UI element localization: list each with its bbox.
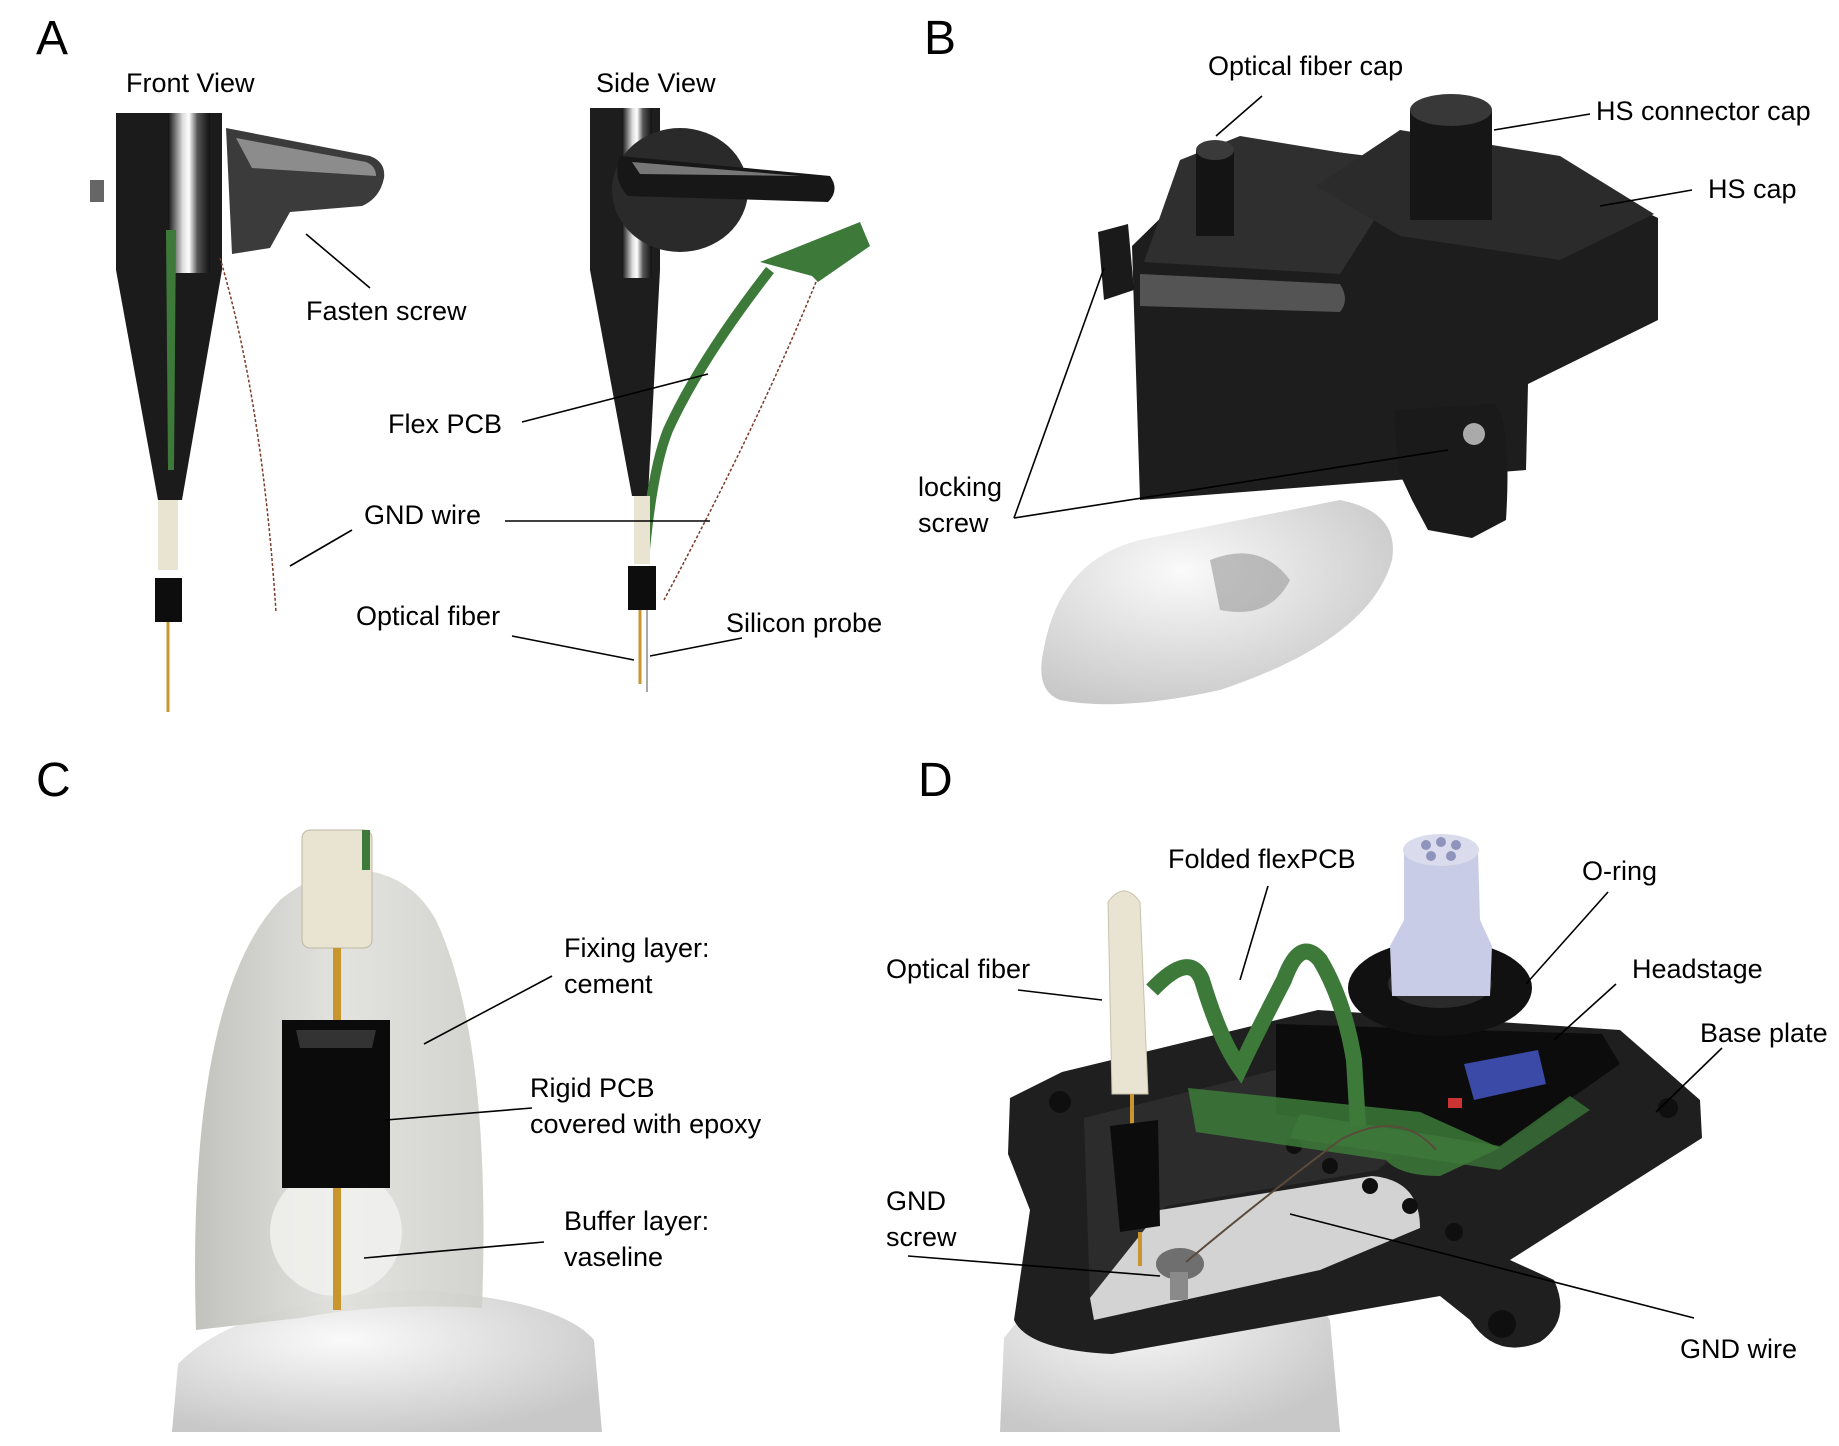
side-flex-pcb-tail xyxy=(639,266,774,561)
locking-screw-tab-right xyxy=(1394,404,1508,538)
front-rigid-pcb xyxy=(155,578,182,622)
side-rigid-pcb xyxy=(628,566,656,610)
headstage-led xyxy=(1448,1098,1462,1108)
label-hs-cap: HS cap xyxy=(1708,174,1797,204)
panel-c-leaders xyxy=(363,975,553,1259)
ferrule-c xyxy=(301,829,373,949)
panel-a: A Front View Side View xyxy=(36,12,882,712)
optical-fiber-cap-post xyxy=(1196,150,1234,236)
panel-b: B Optical fiber cap HS connector cap HS … xyxy=(918,12,1811,705)
label-fasten-screw: Fasten screw xyxy=(306,296,467,326)
label-buffer-vaseline: vaseline xyxy=(564,1242,663,1272)
label-gnd: GND xyxy=(886,1186,946,1216)
panel-a-letter: A xyxy=(36,12,68,65)
skull-c xyxy=(172,1290,602,1432)
front-flex-pcb xyxy=(166,230,176,470)
knob-highlight xyxy=(236,138,376,176)
locking-screw-head xyxy=(1463,423,1485,445)
cap-edge-highlight xyxy=(1140,274,1345,312)
panel-c: C Fixing layer: cement Rigid PCB covered… xyxy=(36,754,762,1432)
rigid-pcb-c xyxy=(282,1020,390,1188)
hs-post-top xyxy=(1410,94,1492,126)
omnetics-connector xyxy=(1390,850,1492,996)
panel-c-letter: C xyxy=(36,754,71,807)
folded-flexpcb xyxy=(1146,943,1366,1127)
locking-screw-tab-left xyxy=(1098,224,1134,300)
gnd-screw-shaft xyxy=(1170,1272,1188,1300)
label-optical-fiber-cap: Optical fiber cap xyxy=(1208,51,1403,81)
label-hs-connector-cap: HS connector cap xyxy=(1596,96,1811,126)
front-view-drive xyxy=(90,113,385,712)
label-silicon-probe: Silicon probe xyxy=(726,608,882,638)
thread-stub xyxy=(90,180,104,202)
label-locking: locking xyxy=(918,472,1002,502)
label-rigid-pcb: Rigid PCB xyxy=(530,1073,655,1103)
label-headstage: Headstage xyxy=(1632,954,1763,984)
label-folded-flexpcb: Folded flexPCB xyxy=(1168,844,1356,874)
label-gnd-wire: GND wire xyxy=(364,500,481,530)
panel-b-letter: B xyxy=(924,12,956,65)
rigid-pcb-bevel xyxy=(296,1030,376,1048)
label-flex-pcb: Flex PCB xyxy=(388,409,502,439)
label-locking-screw: screw xyxy=(918,508,989,538)
label-gnd-screw: screw xyxy=(886,1222,957,1252)
panel-d-leaders xyxy=(907,885,1723,1319)
label-rigid-epoxy: covered with epoxy xyxy=(530,1109,762,1139)
label-base-plate: Base plate xyxy=(1700,1018,1828,1048)
side-knob-highlight xyxy=(632,162,800,176)
side-gnd-wire xyxy=(663,281,817,601)
skull-orbit xyxy=(1210,553,1290,612)
ferrule-d xyxy=(1107,890,1149,1095)
headstage-pcb-edge xyxy=(1290,1096,1590,1170)
side-flex-pcb-pad xyxy=(760,222,870,282)
label-fixing-cement: cement xyxy=(564,969,653,999)
side-ferrule xyxy=(634,496,650,564)
hs-connector-cap-post xyxy=(1410,110,1492,220)
label-fixing-layer: Fixing layer: xyxy=(564,933,710,963)
gnd-wire-d xyxy=(1185,1125,1437,1263)
label-optical-fiber-d: Optical fiber xyxy=(886,954,1030,984)
panel-b-leaders xyxy=(1013,95,1693,519)
panel-d-letter: D xyxy=(918,754,953,807)
panel-a-leaders xyxy=(289,233,743,661)
rigid-pcb-d xyxy=(1110,1120,1160,1232)
label-optical-fiber-a: Optical fiber xyxy=(356,601,500,631)
label-o-ring: O-ring xyxy=(1582,856,1657,886)
label-gnd-wire-d: GND wire xyxy=(1680,1334,1797,1364)
front-view-title: Front View xyxy=(126,68,255,98)
label-buffer-layer: Buffer layer: xyxy=(564,1206,709,1236)
side-view-title: Side View xyxy=(596,68,716,98)
connector-pin-holes xyxy=(1421,837,1461,861)
front-gnd-wire xyxy=(219,257,277,613)
panel-d: D xyxy=(886,754,1828,1432)
flexpcb-base xyxy=(1188,1088,1500,1176)
optical-post-top xyxy=(1196,140,1234,160)
front-ferrule xyxy=(158,500,178,570)
side-view-drive xyxy=(590,108,870,692)
headstage-connector xyxy=(1464,1050,1546,1100)
base-plate-holes xyxy=(1049,1091,1678,1338)
flex-edge-c xyxy=(362,830,370,870)
skull-b xyxy=(1041,500,1393,705)
